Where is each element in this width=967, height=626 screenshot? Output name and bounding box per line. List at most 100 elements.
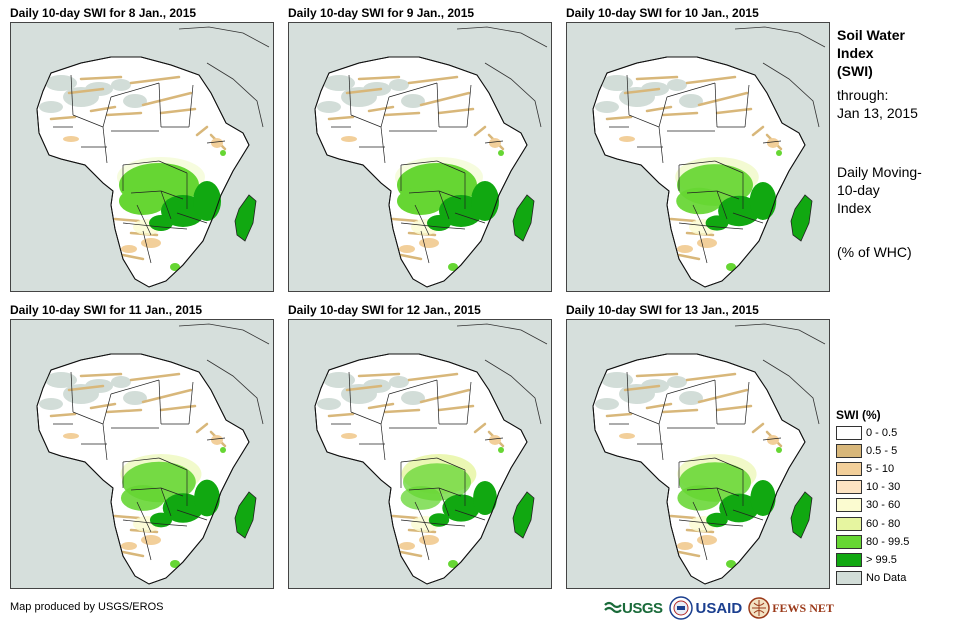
tan-patch <box>767 435 779 445</box>
dry-patch <box>129 372 181 382</box>
country-border <box>400 222 440 228</box>
legend-item: 0 - 0.5 <box>836 424 961 442</box>
country-border <box>188 381 194 425</box>
tan-patch <box>141 238 161 248</box>
country-border <box>484 437 504 441</box>
country-border <box>408 190 440 194</box>
country-border <box>70 371 74 413</box>
madagascar <box>234 194 257 242</box>
dry-patch <box>105 408 143 414</box>
dry-patch <box>473 125 487 137</box>
panel-title: Daily 10-day SWI for 13 Jan., 2015 <box>566 303 759 317</box>
legend-label: > 99.5 <box>866 553 897 566</box>
no-data-patch <box>317 101 341 113</box>
dry-patch <box>419 388 471 404</box>
country-border <box>380 96 390 128</box>
dry-patch <box>685 372 737 382</box>
saturated-zone <box>706 512 728 528</box>
dry-patch <box>697 91 749 107</box>
wet-zone <box>676 187 722 215</box>
no-data-patch <box>601 372 633 388</box>
no-data-patch <box>111 376 131 388</box>
legend-label: 30 - 60 <box>866 499 901 512</box>
no-data-patch <box>667 79 687 91</box>
country-border <box>666 82 716 98</box>
tan-patch <box>419 535 439 545</box>
country-border <box>122 160 160 166</box>
legend: SWI (%) 0 - 0.5 0.5 - 5 5 - 10 10 - 30 3… <box>836 406 961 587</box>
coastline-north <box>178 26 270 128</box>
tan-patch <box>619 433 635 439</box>
africa-map <box>314 323 548 585</box>
wet-spot-east <box>776 447 782 453</box>
tan-patch <box>211 435 223 445</box>
africa-coastline <box>592 353 806 585</box>
dry-patch <box>383 111 421 117</box>
no-data-patch <box>595 398 619 410</box>
no-data-patch <box>39 398 63 410</box>
legend-item: No Data <box>836 569 961 587</box>
swi-map <box>10 319 274 589</box>
africa-coastline <box>592 56 806 288</box>
index-title: Soil Water Index (SWI) <box>837 27 905 79</box>
legend-item: 0.5 - 5 <box>836 442 961 460</box>
country-border <box>176 212 208 224</box>
dry-patch <box>669 514 697 520</box>
country-border <box>686 190 718 194</box>
dry-patch <box>399 550 423 558</box>
country-border <box>414 204 430 236</box>
legend-swatch <box>836 462 862 477</box>
method-block: Daily Moving- 10-day Index <box>837 164 922 216</box>
dry-patch <box>645 105 673 113</box>
country-border <box>466 381 472 425</box>
tan-patch <box>767 138 779 148</box>
usaid-seal-icon <box>668 596 693 620</box>
dry-patch <box>661 408 699 414</box>
country-border <box>130 487 162 491</box>
country-border <box>102 126 108 164</box>
madagascar <box>512 194 535 242</box>
dry-patch <box>345 384 383 392</box>
country-border <box>692 501 708 533</box>
country-border <box>160 226 188 230</box>
dry-patch <box>399 253 423 261</box>
madagascar <box>234 491 257 539</box>
country-border <box>698 527 708 561</box>
legend-item: 5 - 10 <box>836 460 961 478</box>
no-data-patch <box>667 376 687 388</box>
dry-patch <box>195 125 209 137</box>
dry-patch <box>327 412 355 418</box>
panel-title: Daily 10-day SWI for 11 Jan., 2015 <box>10 303 203 317</box>
dry-patch <box>67 384 105 392</box>
no-data-patch <box>45 75 77 91</box>
swi-map <box>288 319 552 589</box>
country-border <box>658 423 664 461</box>
country-border <box>658 393 668 425</box>
country-border <box>454 212 486 224</box>
coastline-north <box>456 323 548 425</box>
map-panel: Daily 10-day SWI for 13 Jan., 2015 <box>566 302 830 589</box>
no-data-patch <box>123 391 147 405</box>
country-border <box>732 212 764 224</box>
country-border <box>110 379 160 395</box>
dry-patch <box>751 125 765 137</box>
dry-patch <box>677 253 701 261</box>
country-border <box>658 126 664 164</box>
country-border <box>158 379 162 425</box>
wet-spot-east <box>498 150 504 156</box>
country-border <box>626 371 630 413</box>
country-border <box>716 523 744 527</box>
tan-patch <box>63 136 79 142</box>
country-border <box>160 487 172 517</box>
country-border <box>438 523 466 527</box>
legend-item: 10 - 30 <box>836 478 961 496</box>
country-border <box>678 160 716 166</box>
no-data-patch <box>601 75 633 91</box>
no-data-patch <box>679 94 703 108</box>
country-border <box>122 457 160 463</box>
wet-spot-east <box>776 150 782 156</box>
wet-spot-east <box>220 447 226 453</box>
country-border <box>716 487 728 517</box>
country-border <box>716 487 740 497</box>
usaid-logo: USAID <box>668 596 742 620</box>
